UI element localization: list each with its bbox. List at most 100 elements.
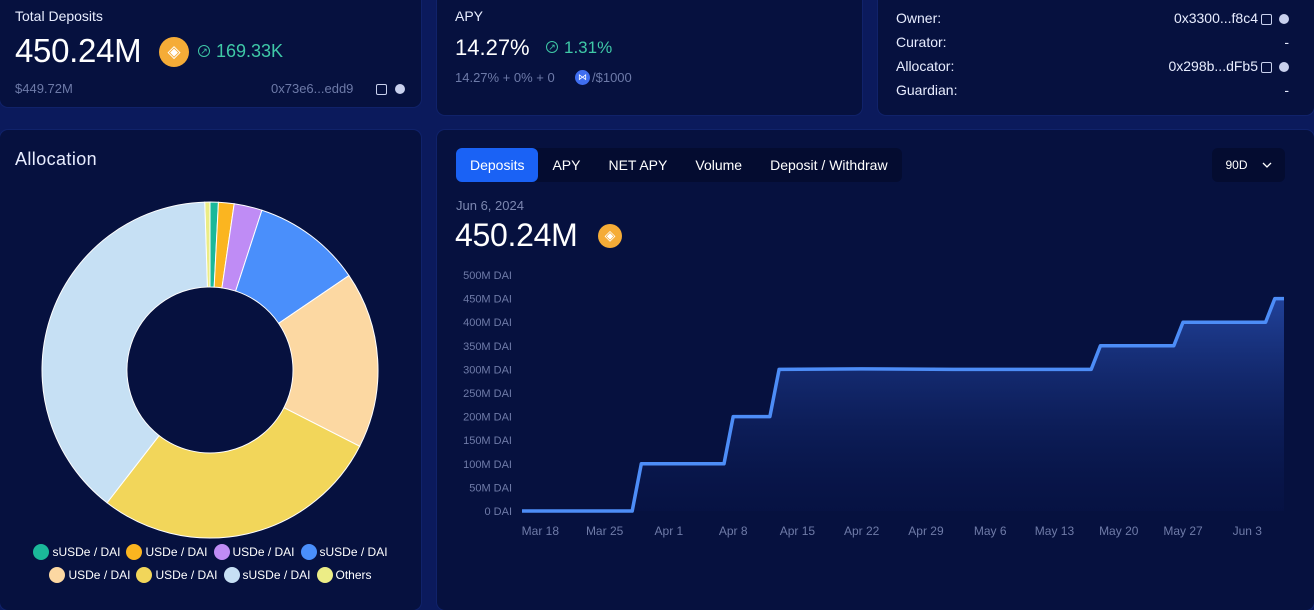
legend-swatch — [49, 567, 66, 583]
donut-slice[interactable] — [106, 407, 361, 539]
role-value: - — [1284, 82, 1289, 98]
tab-net-apy[interactable]: NET APY — [608, 157, 668, 173]
y-tick-label: 500M DAI — [463, 270, 512, 282]
legend-swatch — [316, 567, 333, 583]
legend-item[interactable]: USDe / DAI — [126, 544, 208, 560]
y-tick-label: 350M DAI — [463, 341, 512, 353]
x-tick-label: May 6 — [974, 524, 1007, 538]
apy-breakdown-prefix: 14.27% + 0% + 0 — [455, 70, 555, 85]
donut-slice[interactable] — [277, 274, 379, 447]
legend-swatch — [136, 567, 153, 583]
y-tick-label: 250M DAI — [463, 388, 512, 400]
legend-item[interactable]: USDe / DAI — [49, 567, 130, 583]
deposits-change: 169.33K — [216, 41, 284, 61]
legend-label: sUSDe / DAI — [52, 545, 121, 559]
y-tick-label: 0 DAI — [484, 506, 512, 518]
range-value: 90D — [1225, 158, 1248, 172]
explorer-icon[interactable] — [1279, 14, 1289, 24]
role-guardian: Guardian: - — [896, 82, 1289, 102]
legend-item[interactable]: Others — [316, 567, 372, 583]
legend-label: USDe / DAI — [68, 568, 131, 582]
y-tick-label: 200M DAI — [463, 412, 512, 424]
donut-slice[interactable] — [41, 201, 208, 504]
role-label: Guardian: — [896, 82, 958, 98]
x-tick-label: Apr 22 — [844, 524, 880, 538]
role-label: Curator: — [896, 34, 947, 50]
morpho-icon: ⋈ — [575, 70, 590, 85]
apy-breakdown-suffix: /$1000 — [592, 70, 632, 85]
legend-label: Others — [335, 568, 372, 582]
tab-deposits[interactable]: Deposits — [456, 148, 539, 182]
role-curator: Curator: - — [896, 34, 1289, 54]
explorer-icon[interactable] — [1279, 62, 1289, 72]
tab-deposit-withdraw[interactable]: Deposit / Withdraw — [770, 157, 888, 173]
dai-icon: ◈ — [598, 224, 622, 248]
copy-icon[interactable] — [376, 84, 387, 95]
x-tick-label: May 27 — [1163, 524, 1203, 538]
role-value: - — [1284, 34, 1289, 50]
legend-swatch — [213, 544, 230, 560]
legend-item[interactable]: sUSDe / DAI — [33, 544, 120, 560]
apy-value: 14.27% — [455, 35, 530, 60]
y-tick-label: 150M DAI — [463, 435, 512, 447]
legend-swatch — [33, 544, 50, 560]
role-address[interactable]: 0x298b...dFb5 — [1168, 58, 1258, 74]
role-address[interactable]: 0x3300...f8c4 — [1173, 10, 1258, 26]
role-label: Owner: — [896, 10, 942, 26]
apy-card: APY 14.27% ↗ 1.31% 14.27% + 0% + 0 ⋈ /$1… — [437, 0, 862, 115]
x-tick-label: May 20 — [1099, 524, 1139, 538]
legend-item[interactable]: USDe / DAI — [136, 567, 218, 583]
x-tick-label: Apr 15 — [780, 524, 816, 538]
total-deposits-title: Total Deposits — [15, 8, 103, 24]
deposits-line[interactable] — [522, 296, 1284, 513]
x-tick-label: Mar 18 — [522, 524, 560, 538]
allocation-legend: sUSDe / DAI USDe / DAI USDe / DAI sUSDe / D… — [0, 544, 421, 560]
chevron-down-icon — [1262, 162, 1271, 168]
chart-tabs: Deposits APY NET APY Volume Deposit / Withdr… — [456, 148, 902, 182]
legend-label: USDe / DAI — [232, 545, 295, 559]
copy-icon[interactable] — [1261, 14, 1272, 25]
apy-title: APY — [455, 8, 484, 24]
trend-up-icon: ↗ — [198, 45, 210, 57]
deposits-chart-card: Deposits APY NET APY Volume Deposit / Withdr… — [437, 130, 1314, 610]
copy-icon[interactable] — [1261, 62, 1272, 73]
chart-date: Jun 6, 2024 — [456, 198, 524, 213]
legend-item[interactable]: USDe / DAI — [213, 544, 295, 560]
total-deposits-card: Total Deposits 450.24M ◈ ↗ 169.33K $449.… — [0, 0, 421, 107]
y-tick-label: 450M DAI — [463, 294, 512, 306]
x-tick-label: Apr 29 — [908, 524, 944, 538]
legend-swatch — [223, 567, 240, 583]
deposits-area-chart: 0 DAI 50M DAI 100M DAI 150M DAI 200M DAI 250M… — [463, 270, 1284, 538]
dai-icon: ◈ — [159, 37, 189, 67]
apy-change: 1.31% — [564, 38, 613, 57]
y-tick-label: 100M DAI — [463, 459, 512, 471]
legend-label: USDe / DAI — [145, 545, 208, 559]
legend-item[interactable]: sUSDe / DAI — [223, 567, 311, 583]
tab-apy[interactable]: APY — [552, 157, 581, 173]
legend-label: sUSDe / DAI — [242, 568, 311, 582]
allocation-title: Allocation — [15, 149, 98, 169]
x-tick-label: Apr 1 — [655, 524, 684, 538]
role-allocator: Allocator: 0x298b...dFb5 — [896, 58, 1289, 78]
x-tick-label: Apr 8 — [719, 524, 748, 538]
deposits-area-fill — [522, 298, 1284, 511]
y-tick-label: 300M DAI — [463, 364, 512, 376]
legend-item[interactable]: sUSDe / DAI — [300, 544, 388, 560]
legend-swatch — [126, 544, 143, 560]
tab-volume[interactable]: Volume — [695, 157, 743, 173]
vault-address[interactable]: 0x73e6...edd9 — [271, 81, 354, 96]
x-tick-label: May 13 — [1035, 524, 1075, 538]
chart-value: 450.24M — [455, 217, 578, 253]
explorer-icon[interactable] — [395, 84, 405, 94]
range-select[interactable]: 90D — [1212, 148, 1285, 182]
total-deposits-value: 450.24M — [15, 32, 142, 69]
y-tick-label: 50M DAI — [469, 482, 512, 494]
allocation-legend: USDe / DAI USDe / DAI sUSDe / DAI Others — [0, 567, 421, 583]
x-tick-label: Mar 25 — [586, 524, 624, 538]
role-owner: Owner: 0x3300...f8c4 — [896, 10, 1289, 30]
allocation-donut-chart — [41, 201, 379, 539]
roles-card: Owner: 0x3300...f8c4 Curator: - Allocato… — [878, 0, 1314, 115]
trend-up-icon: ↗ — [546, 41, 558, 53]
legend-label: sUSDe / DAI — [319, 545, 388, 559]
y-tick-label: 400M DAI — [463, 317, 512, 329]
